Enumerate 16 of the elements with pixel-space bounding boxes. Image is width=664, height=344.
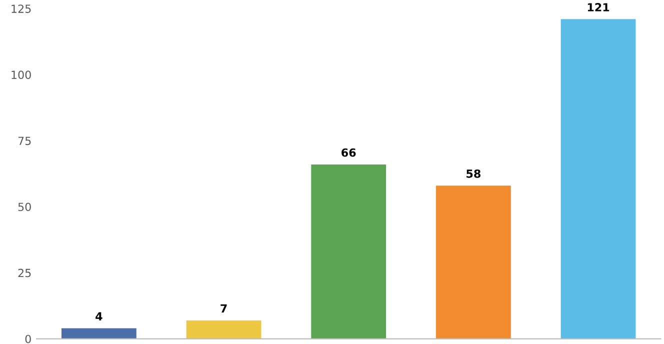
bar [186, 320, 262, 339]
bar [436, 186, 511, 339]
y-tick-label: 75 [18, 136, 31, 146]
y-tick-label: 100 [12, 70, 31, 80]
y-tick-label: 50 [18, 202, 31, 212]
y-tick-label: 25 [18, 268, 31, 278]
y-tick-label: 125 [12, 4, 31, 13]
bar [560, 19, 636, 339]
data-label: 58 [466, 169, 480, 178]
data-label: 4 [96, 312, 102, 320]
data-label: 66 [342, 148, 356, 157]
bar [61, 328, 136, 339]
bar [311, 164, 386, 339]
y-tick-label: 0 [25, 334, 31, 344]
data-label: 121 [588, 3, 610, 12]
data-label: 7 [220, 304, 227, 312]
